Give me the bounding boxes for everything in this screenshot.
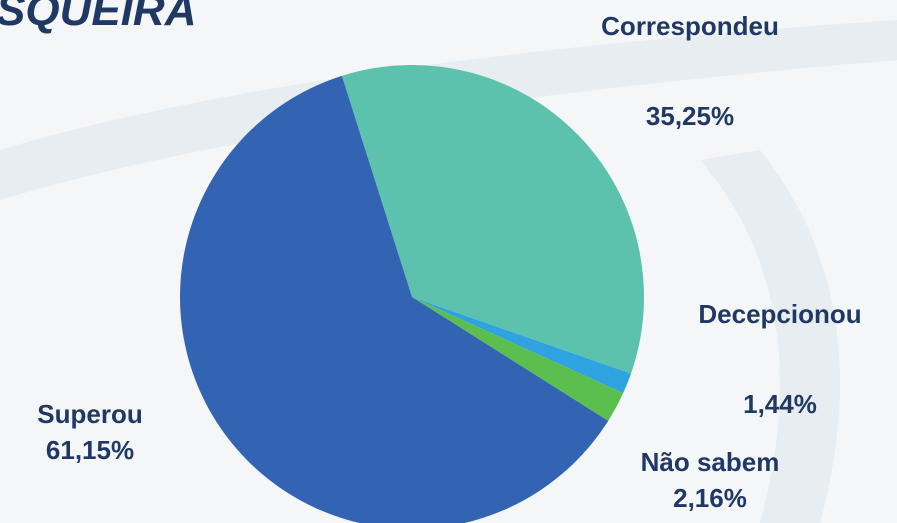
pie-slice: [180, 75, 609, 523]
value-label: 2,16%: [673, 483, 747, 513]
background-swirl: [0, 20, 897, 200]
pie-slice: [341, 65, 644, 374]
slice-label: Não sabem: [640, 447, 780, 477]
slice-label: Superou: [37, 399, 143, 429]
value-label: 1,44%: [743, 389, 817, 419]
pie-slice: [412, 297, 631, 394]
value-label: 35,25%: [645, 101, 735, 131]
slice-label: Correspondeu: [601, 11, 779, 41]
value-label: 61,15%: [45, 435, 135, 465]
chart-title: SQUEIRA: [0, 0, 197, 35]
pie-slice: [412, 297, 624, 421]
background-swirl: [700, 150, 840, 523]
slice-label: Decepcionou: [698, 299, 862, 329]
